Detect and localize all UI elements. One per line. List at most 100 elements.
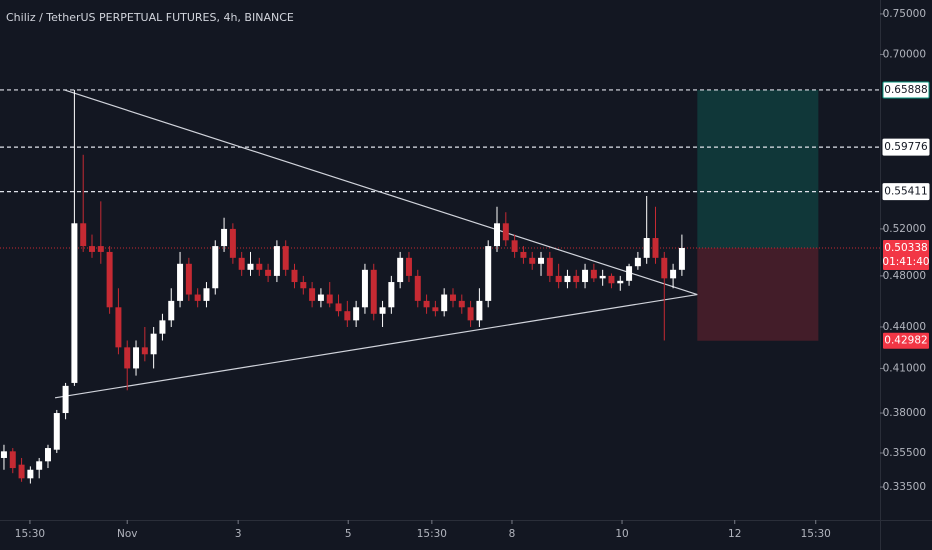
candle-body [238, 257, 245, 270]
candle-body [18, 464, 25, 479]
candle-body [670, 269, 677, 279]
y-tick-label: 0.52000 [883, 223, 926, 235]
candle-body [520, 251, 527, 258]
level-label: 0.65888 [884, 84, 927, 96]
candle-body [62, 385, 69, 414]
candle-body [27, 469, 34, 479]
candle-body [97, 246, 104, 252]
candle-body [159, 320, 166, 334]
candle-body [168, 300, 175, 321]
candle-body [300, 282, 307, 289]
level-label-box [882, 183, 930, 201]
candle-body [617, 280, 624, 284]
candle-body [53, 413, 60, 450]
y-tick-label: 0.33500 [883, 481, 926, 493]
candle-body [309, 288, 316, 301]
chart-title: Chiliz / TetherUS PERPETUAL FUTURES, 4h,… [6, 11, 294, 24]
x-tick-label: 10 [615, 528, 628, 540]
candle-body [423, 300, 430, 308]
candle-body [564, 275, 571, 283]
candle-body [229, 228, 236, 258]
candle-body [36, 461, 43, 470]
candle-body [652, 238, 659, 258]
y-tick-label: 0.44000 [883, 321, 926, 333]
x-tick-label: Nov [117, 528, 138, 540]
candle-body [265, 269, 272, 276]
y-tick-label: 0.35500 [883, 447, 926, 459]
candle-body [212, 246, 219, 289]
candle-body [608, 275, 615, 284]
candle-body [221, 228, 228, 247]
x-tick-label: 15:30 [801, 528, 831, 540]
candle-body [177, 263, 184, 301]
candle-body [317, 294, 324, 301]
candle-body [133, 347, 140, 369]
candle-body [326, 294, 333, 304]
candle-body [0, 451, 7, 458]
candle-body [247, 263, 254, 270]
candle-body [115, 307, 122, 348]
candle-body [141, 347, 148, 355]
loss-zone [697, 247, 819, 341]
candle-body [449, 294, 456, 301]
candle-body [370, 269, 377, 314]
candle-body [335, 303, 342, 312]
candle-body [282, 246, 289, 270]
candle-body [405, 257, 412, 276]
trendline [54, 293, 698, 399]
candle-body [256, 263, 263, 270]
level-label-box [882, 138, 930, 156]
candle-body [273, 246, 280, 276]
candle-body [150, 333, 157, 355]
candle-body [582, 269, 589, 283]
candle-body [538, 257, 545, 264]
x-tick-label: 3 [235, 528, 242, 540]
candle-body [291, 269, 298, 283]
candle-body [353, 307, 360, 321]
candle-body [599, 275, 606, 279]
candle-body [432, 307, 439, 312]
candle-body [397, 257, 404, 283]
candle-body [379, 307, 386, 314]
trendline [63, 89, 698, 296]
stop-label: 0.42982 [884, 335, 927, 347]
x-tick-label: 15:30 [417, 528, 447, 540]
level-label-box [882, 81, 930, 99]
y-tick-label: 0.70000 [883, 48, 926, 60]
candle-body [573, 275, 580, 283]
candle-body [494, 223, 501, 247]
candle-body [106, 251, 113, 308]
candle-body [414, 275, 421, 301]
y-tick-label: 0.75000 [883, 8, 926, 20]
candle-body [89, 246, 95, 252]
candle-body [194, 294, 201, 301]
candle-body [626, 266, 633, 281]
candle-body [511, 240, 518, 252]
candle-body [361, 269, 368, 308]
candle-body [458, 300, 465, 308]
candle-body [9, 451, 16, 469]
x-tick-label: 12 [728, 528, 741, 540]
y-tick-label: 0.38000 [883, 407, 926, 419]
candle-body [388, 282, 395, 308]
candle-body [467, 307, 474, 321]
candle-body [344, 311, 351, 321]
candle-body [661, 257, 668, 279]
candle-body [502, 223, 509, 241]
candle-body [485, 246, 492, 301]
x-tick-label: 5 [345, 528, 352, 540]
y-tick-label: 0.48000 [883, 270, 926, 282]
level-label: 0.59776 [884, 141, 928, 153]
candle-body [678, 247, 685, 270]
candle-body [441, 294, 448, 312]
candle-body [546, 257, 553, 276]
candle-body [80, 223, 87, 247]
level-label: 0.55411 [884, 186, 927, 198]
x-tick-label: 8 [509, 528, 516, 540]
candle-body [643, 238, 650, 258]
x-tick-label: 15:30 [15, 528, 45, 540]
candle-body [44, 448, 51, 462]
candle-body [590, 269, 597, 279]
